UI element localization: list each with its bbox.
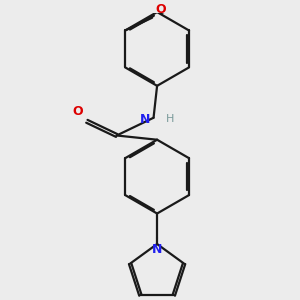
Text: N: N [152, 243, 162, 256]
Text: O: O [72, 106, 83, 118]
Text: O: O [155, 3, 166, 16]
Text: H: H [166, 114, 175, 124]
Text: N: N [140, 113, 150, 126]
